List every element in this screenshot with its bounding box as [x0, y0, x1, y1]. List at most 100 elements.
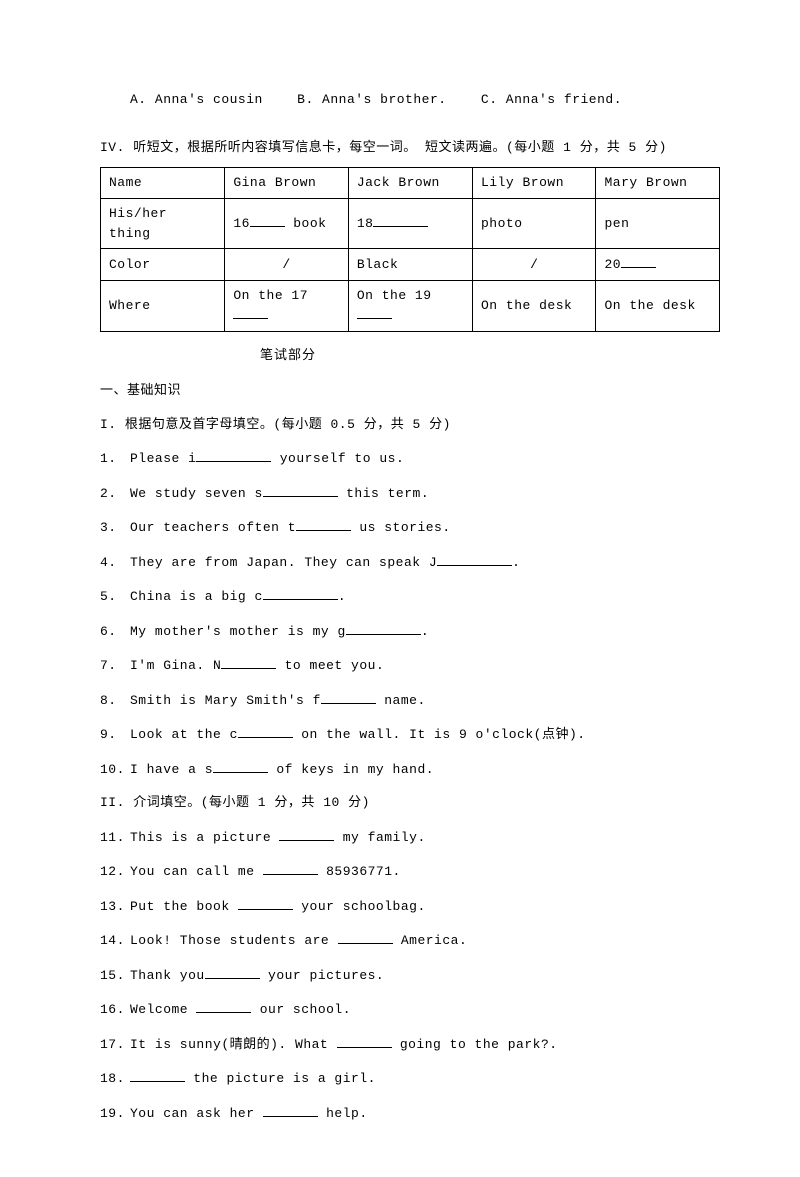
cell: Mary Brown — [596, 168, 720, 199]
qnum: 5. — [100, 587, 130, 607]
blank-19[interactable] — [357, 305, 392, 319]
question-3: 3.Our teachers often t us stories. — [100, 517, 720, 538]
text: yourself to us. — [271, 451, 404, 466]
blank[interactable] — [238, 896, 293, 910]
document-page: A. Anna's cousin B. Anna's brother. C. A… — [0, 0, 800, 1177]
qnum: 17. — [100, 1035, 130, 1055]
qnum: 18. — [100, 1069, 130, 1089]
cell: Gina Brown — [225, 168, 348, 199]
blank[interactable] — [346, 621, 421, 635]
blank[interactable] — [238, 724, 293, 738]
question-6: 6.My mother's mother is my g. — [100, 621, 720, 642]
cell: On the 19 — [348, 280, 472, 331]
table-row: His/her thing 16 book 18 photo pen — [101, 199, 720, 249]
option-b: B. Anna's brother. — [297, 90, 446, 110]
qnum: 8. — [100, 691, 130, 711]
question-2: 2.We study seven s this term. — [100, 483, 720, 504]
text: Our teachers often t — [130, 520, 296, 535]
text: Put the book — [130, 899, 238, 914]
qnum: 19. — [100, 1104, 130, 1124]
qnum: 1. — [100, 449, 130, 469]
blank-20[interactable] — [621, 254, 656, 268]
section-iv-heading: IV. 听短文，根据所听内容填写信息卡，每空一词。 短文读两遍。(每小题 1 分… — [100, 138, 720, 158]
text: Smith is Mary Smith's f — [130, 693, 321, 708]
info-table: Name Gina Brown Jack Brown Lily Brown Ma… — [100, 167, 720, 332]
text: to meet you. — [276, 658, 384, 673]
text: 20 — [604, 257, 621, 272]
text: help. — [318, 1106, 368, 1121]
qnum: 3. — [100, 518, 130, 538]
qnum: 12. — [100, 862, 130, 882]
text: . — [512, 555, 520, 570]
qnum: 15. — [100, 966, 130, 986]
text: your pictures. — [260, 968, 385, 983]
question-16: 16.Welcome our school. — [100, 999, 720, 1020]
blank[interactable] — [263, 586, 338, 600]
part-ii-heading: II. 介词填空。(每小题 1 分，共 10 分) — [100, 793, 720, 813]
blank[interactable] — [196, 448, 271, 462]
question-7: 7.I'm Gina. N to meet you. — [100, 655, 720, 676]
cell-name-header: Name — [101, 168, 225, 199]
cell: photo — [472, 199, 595, 249]
blank[interactable] — [263, 861, 318, 875]
text: My mother's mother is my g — [130, 624, 346, 639]
multiple-choice-row: A. Anna's cousin B. Anna's brother. C. A… — [100, 90, 720, 110]
question-9: 9.Look at the c on the wall. It is 9 o'c… — [100, 724, 720, 745]
table-row: Name Gina Brown Jack Brown Lily Brown Ma… — [101, 168, 720, 199]
qnum: 6. — [100, 622, 130, 642]
text: You can ask her — [130, 1106, 263, 1121]
text: the picture is a girl. — [185, 1071, 376, 1086]
blank[interactable] — [279, 827, 334, 841]
blank-16[interactable] — [250, 213, 285, 227]
blank[interactable] — [130, 1068, 185, 1082]
text: Welcome — [130, 1002, 196, 1017]
text: On the 19 — [357, 288, 432, 303]
text: name. — [376, 693, 426, 708]
cell-thing-header: His/her thing — [101, 199, 225, 249]
text: this term. — [338, 486, 429, 501]
blank[interactable] — [437, 552, 512, 566]
text: your schoolbag. — [293, 899, 426, 914]
cell: 20 — [596, 249, 720, 281]
cell-where-header: Where — [101, 280, 225, 331]
qnum: 4. — [100, 553, 130, 573]
question-14: 14.Look! Those students are America. — [100, 930, 720, 951]
text: America. — [393, 933, 468, 948]
cell: pen — [596, 199, 720, 249]
cell: / — [472, 249, 595, 281]
question-17: 17.It is sunny(晴朗的). What going to the p… — [100, 1034, 720, 1055]
blank[interactable] — [321, 690, 376, 704]
blank[interactable] — [296, 517, 351, 531]
cell: / — [225, 249, 348, 281]
question-18: 18. the picture is a girl. — [100, 1068, 720, 1089]
text: China is a big c — [130, 589, 263, 604]
text: It is sunny(晴朗的). What — [130, 1037, 337, 1052]
blank[interactable] — [263, 1103, 318, 1117]
text: on the wall. It is 9 o'clock(点钟). — [293, 727, 586, 742]
question-8: 8.Smith is Mary Smith's f name. — [100, 690, 720, 711]
part-a-heading: 一、基础知识 — [100, 381, 720, 401]
blank[interactable] — [337, 1034, 392, 1048]
written-part-title: 笔试部分 — [100, 346, 720, 366]
blank[interactable] — [205, 965, 260, 979]
option-a: A. Anna's cousin — [130, 90, 263, 110]
option-c: C. Anna's friend. — [481, 90, 622, 110]
qnum: 2. — [100, 484, 130, 504]
question-5: 5.China is a big c. — [100, 586, 720, 607]
blank[interactable] — [213, 759, 268, 773]
blank[interactable] — [196, 999, 251, 1013]
blank-17[interactable] — [233, 305, 268, 319]
question-1: 1.Please i yourself to us. — [100, 448, 720, 469]
text: Look at the c — [130, 727, 238, 742]
blank-18[interactable] — [373, 213, 428, 227]
blank[interactable] — [263, 483, 338, 497]
question-4: 4.They are from Japan. They can speak J. — [100, 552, 720, 573]
blank[interactable] — [338, 930, 393, 944]
part-i-heading: I. 根据句意及首字母填空。(每小题 0.5 分，共 5 分) — [100, 415, 720, 435]
text: Look! Those students are — [130, 933, 338, 948]
qnum: 11. — [100, 828, 130, 848]
cell: Black — [348, 249, 472, 281]
qnum: 10. — [100, 760, 130, 780]
blank[interactable] — [221, 655, 276, 669]
cell-color-header: Color — [101, 249, 225, 281]
